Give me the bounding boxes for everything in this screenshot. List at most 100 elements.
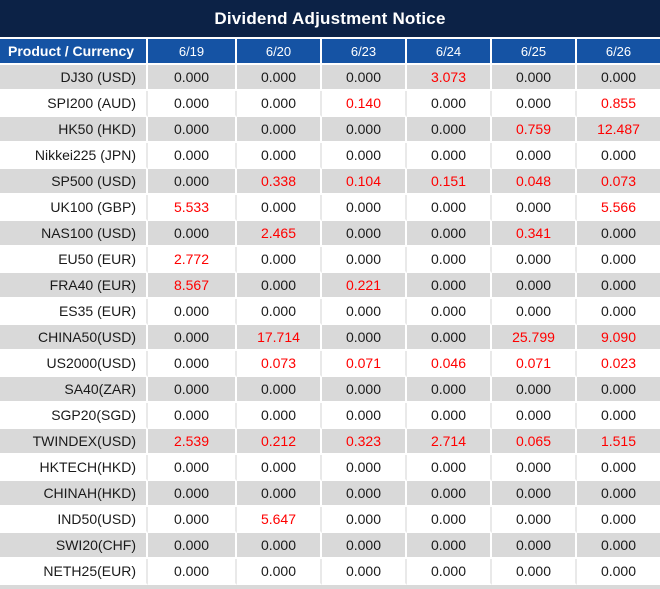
value-cell: 17.714 xyxy=(237,325,322,351)
value-cell: 12.487 xyxy=(577,117,660,143)
notice-title: Dividend Adjustment Notice xyxy=(214,9,446,28)
table-row: DJ30 (USD) 0.000 0.000 0.000 3.073 0.000 0.000 xyxy=(0,65,660,91)
value-cell: 0.000 xyxy=(577,65,660,91)
value-cell: 0.000 xyxy=(407,403,492,429)
value-cell: 2.714 xyxy=(407,429,492,455)
value-cell: 0.000 xyxy=(148,169,237,195)
table-row: SA40(ZAR) 0.000 0.000 0.000 0.000 0.000 0.000 xyxy=(0,377,660,403)
value-cell: 0.000 xyxy=(237,455,322,481)
product-cell: IND50(USD) xyxy=(0,507,148,533)
column-header-date-6: 6/26 xyxy=(577,39,660,65)
value-cell: 0.000 xyxy=(577,507,660,533)
value-cell: 0.000 xyxy=(492,91,577,117)
value-cell: 0.000 xyxy=(322,559,407,585)
value-cell: 0.341 xyxy=(492,221,577,247)
value-cell: 0.000 xyxy=(492,143,577,169)
column-header-date-1: 6/19 xyxy=(148,39,237,65)
value-cell: 0.073 xyxy=(237,351,322,377)
value-cell: 0.000 xyxy=(492,377,577,403)
value-cell: 0.000 xyxy=(577,143,660,169)
value-cell: 0.000 xyxy=(237,117,322,143)
value-cell: 0.855 xyxy=(577,91,660,117)
table-row: IND50(USD) 0.000 5.647 0.000 0.000 0.000 0.000 xyxy=(0,507,660,533)
product-cell: US2000(USD) xyxy=(0,351,148,377)
value-cell: 0.023 xyxy=(577,351,660,377)
product-cell: CHINA50(USD) xyxy=(0,325,148,351)
value-cell: 0.000 xyxy=(407,273,492,299)
value-cell: 0.000 xyxy=(407,195,492,221)
value-cell: 0.000 xyxy=(322,481,407,507)
value-cell: 0.000 xyxy=(407,507,492,533)
value-cell: 0.000 xyxy=(492,533,577,559)
product-cell: SA40(ZAR) xyxy=(0,377,148,403)
value-cell: 0.000 xyxy=(148,559,237,585)
value-cell: 2.772 xyxy=(148,247,237,273)
product-cell: DJ30 (USD) xyxy=(0,65,148,91)
value-cell: 0.000 xyxy=(492,507,577,533)
value-cell: 0.000 xyxy=(148,91,237,117)
product-cell: TWINDEX(USD) xyxy=(0,429,148,455)
value-cell: 0.104 xyxy=(322,169,407,195)
value-cell: 0.000 xyxy=(407,143,492,169)
value-cell: 1.515 xyxy=(577,429,660,455)
value-cell: 0.046 xyxy=(407,351,492,377)
value-cell: 0.000 xyxy=(322,325,407,351)
value-cell: 0.000 xyxy=(577,455,660,481)
value-cell: 0.048 xyxy=(492,169,577,195)
value-cell: 0.000 xyxy=(492,195,577,221)
value-cell: 0.000 xyxy=(492,65,577,91)
notice-title-bar: Dividend Adjustment Notice xyxy=(0,0,660,37)
value-cell: 5.566 xyxy=(577,195,660,221)
value-cell: 0.140 xyxy=(322,91,407,117)
value-cell: 0.000 xyxy=(407,481,492,507)
value-cell: 0.000 xyxy=(322,299,407,325)
value-cell: 0.000 xyxy=(322,403,407,429)
value-cell: 0.000 xyxy=(148,533,237,559)
value-cell: 2.465 xyxy=(237,221,322,247)
value-cell: 0.000 xyxy=(237,247,322,273)
value-cell: 0.000 xyxy=(577,481,660,507)
value-cell: 0.000 xyxy=(407,559,492,585)
product-cell: FRA40 (EUR) xyxy=(0,273,148,299)
table-row: NAS100 (USD) 0.000 2.465 0.000 0.000 0.341 0.0… xyxy=(0,221,660,247)
product-cell: HKTECH(HKD) xyxy=(0,455,148,481)
table-row: CHINAH(HKD) 0.000 0.000 0.000 0.000 0.000 0.00… xyxy=(0,481,660,507)
value-cell: 0.000 xyxy=(322,507,407,533)
value-cell: 0.000 xyxy=(577,247,660,273)
product-cell: SP500 (USD) xyxy=(0,169,148,195)
value-cell: 0.000 xyxy=(322,455,407,481)
table-row: HK50 (HKD) 0.000 0.000 0.000 0.000 0.759 12.48… xyxy=(0,117,660,143)
value-cell: 0.000 xyxy=(148,117,237,143)
value-cell: 0.000 xyxy=(148,325,237,351)
value-cell: 0.000 xyxy=(322,117,407,143)
column-header-date-3: 6/23 xyxy=(322,39,407,65)
value-cell: 0.000 xyxy=(237,143,322,169)
value-cell: 0.000 xyxy=(148,507,237,533)
value-cell: 5.533 xyxy=(148,195,237,221)
column-header-date-5: 6/25 xyxy=(492,39,577,65)
value-cell: 0.000 xyxy=(237,273,322,299)
value-cell: 0.000 xyxy=(407,299,492,325)
value-cell: 0.071 xyxy=(492,351,577,377)
value-cell: 0.000 xyxy=(492,481,577,507)
value-cell: 0.000 xyxy=(322,143,407,169)
value-cell: 0.000 xyxy=(237,195,322,221)
value-cell: 0.221 xyxy=(322,273,407,299)
product-cell: SGP20(SGD) xyxy=(0,403,148,429)
next-row-sliver xyxy=(0,585,660,589)
table-row: HKTECH(HKD) 0.000 0.000 0.000 0.000 0.000 0.00… xyxy=(0,455,660,481)
value-cell: 8.567 xyxy=(148,273,237,299)
value-cell: 0.000 xyxy=(322,247,407,273)
product-cell: CHINAH(HKD) xyxy=(0,481,148,507)
value-cell: 0.000 xyxy=(407,455,492,481)
value-cell: 0.000 xyxy=(577,221,660,247)
table-row: ES35 (EUR) 0.000 0.000 0.000 0.000 0.000 0.000 xyxy=(0,299,660,325)
table-row: CHINA50(USD) 0.000 17.714 0.000 0.000 25.799 9… xyxy=(0,325,660,351)
table-row: SGP20(SGD) 0.000 0.000 0.000 0.000 0.000 0.000 xyxy=(0,403,660,429)
value-cell: 0.000 xyxy=(407,221,492,247)
column-header-date-2: 6/20 xyxy=(237,39,322,65)
value-cell: 0.212 xyxy=(237,429,322,455)
product-cell: UK100 (GBP) xyxy=(0,195,148,221)
table-row: TWINDEX(USD) 2.539 0.212 0.323 2.714 0.065 1.5… xyxy=(0,429,660,455)
value-cell: 0.000 xyxy=(148,65,237,91)
